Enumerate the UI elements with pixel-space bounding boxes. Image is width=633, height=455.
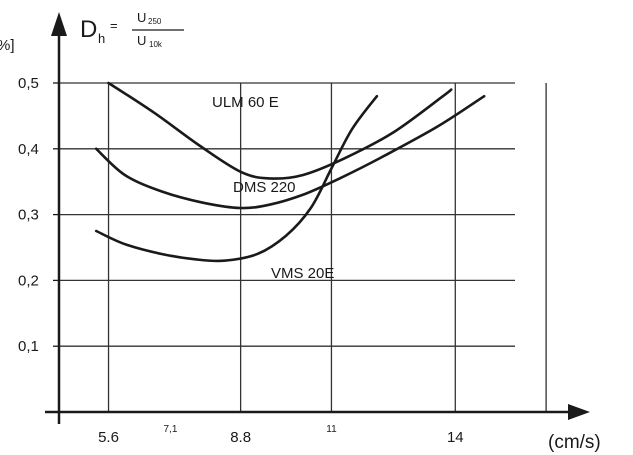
formula: D h = U 250 U 10k bbox=[80, 10, 184, 49]
formula-lhs-sub: h bbox=[98, 31, 105, 46]
labels-layer: %] (cm/s) bbox=[0, 37, 601, 453]
y-unit-label: %] bbox=[0, 37, 15, 54]
formula-lhs: D bbox=[80, 16, 97, 43]
series-line-dms-220 bbox=[94, 94, 486, 210]
series-label-vms-20e: VMS 20E bbox=[271, 265, 334, 282]
series-line-vms-20e bbox=[94, 94, 379, 263]
y-axis-arrow-icon bbox=[51, 12, 67, 36]
series-label-dms-220: DMS 220 bbox=[233, 179, 296, 196]
grid-layer bbox=[59, 82, 547, 412]
ticks-layer: 0,1 0,2 0,3 0,4 0,5 5.6 7,1 8.8 11 14 bbox=[18, 75, 464, 446]
x-tick-label: 7,1 bbox=[164, 424, 178, 435]
axes-layer bbox=[45, 12, 590, 424]
formula-equals: = bbox=[110, 18, 118, 33]
y-tick-label: 0,5 bbox=[18, 75, 39, 92]
x-tick-label: 8.8 bbox=[230, 429, 251, 446]
series-line-ulm-60-e bbox=[107, 81, 453, 180]
formula-denominator: U bbox=[137, 33, 146, 48]
series-layer: ULM 60 E DMS 220 VMS 20E bbox=[94, 81, 486, 282]
y-tick-label: 0,3 bbox=[18, 207, 39, 224]
x-tick-label: 14 bbox=[447, 429, 464, 446]
series-label-ulm-60-e: ULM 60 E bbox=[212, 94, 279, 111]
formula-denominator-sub: 10k bbox=[149, 40, 163, 49]
y-tick-label: 0,1 bbox=[18, 338, 39, 355]
y-tick-label: 0,2 bbox=[18, 272, 39, 289]
x-tick-label: 11 bbox=[326, 424, 337, 435]
formula-numerator-sub: 250 bbox=[148, 17, 162, 26]
formula-numerator: U bbox=[137, 10, 146, 25]
x-unit-label: (cm/s) bbox=[548, 432, 601, 453]
x-tick-label: 5.6 bbox=[98, 429, 119, 446]
y-tick-label: 0,4 bbox=[18, 141, 39, 158]
x-axis-arrow-icon bbox=[568, 404, 590, 420]
